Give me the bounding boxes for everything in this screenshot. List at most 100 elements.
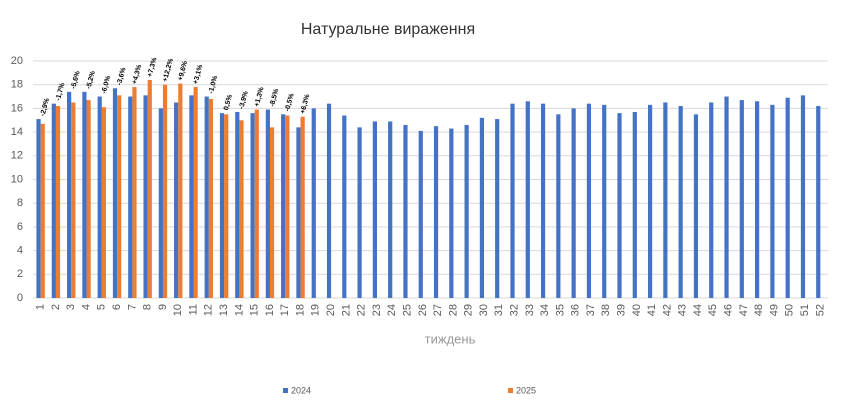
bar [208, 98, 214, 298]
x-tick-label: 51 [799, 304, 811, 316]
legend-label: 2024 [291, 385, 311, 395]
bar [101, 107, 106, 298]
y-tick-label: 2 [17, 268, 23, 280]
change-label: -3,9% [238, 90, 250, 110]
x-tick-label: 8 [142, 304, 154, 310]
x-tick-label: 6 [111, 304, 123, 310]
bar [403, 124, 408, 299]
bar [678, 106, 683, 298]
x-tick-label: 35 [554, 304, 566, 316]
bar [132, 87, 137, 298]
bar [117, 95, 122, 299]
x-tick-label: 25 [401, 304, 413, 316]
change-label: -5,6% [70, 70, 82, 90]
bar [254, 109, 259, 299]
bar [67, 91, 72, 298]
bar [495, 119, 500, 298]
bar [449, 128, 454, 298]
bar [571, 108, 576, 299]
bar [464, 124, 469, 299]
bar [540, 103, 546, 298]
bar [433, 126, 439, 298]
y-tick-label: 0 [17, 292, 23, 304]
bar [71, 102, 76, 298]
change-label: +9,6% [177, 60, 189, 82]
bar [40, 123, 45, 299]
x-tick-label: 11 [187, 304, 199, 315]
x-tick-label: 12 [203, 304, 215, 316]
x-axis-label: тиждень [425, 331, 476, 346]
bar [112, 88, 118, 298]
change-label: -1,7% [55, 81, 67, 101]
x-tick-label: 41 [646, 304, 658, 316]
x-tick-label: 31 [493, 304, 505, 316]
bar [189, 95, 194, 299]
change-label: +3,1% [192, 63, 204, 85]
change-label: -2,9% [40, 97, 52, 117]
x-tick-label: 19 [310, 304, 322, 316]
x-tick-label: 44 [692, 304, 704, 316]
change-label: +7,3% [147, 56, 159, 78]
x-tick-label: 3 [65, 304, 77, 310]
change-label: +4,3% [131, 63, 143, 85]
legend-swatch [283, 388, 288, 393]
bar [162, 84, 168, 298]
x-tick-label: 45 [707, 304, 719, 316]
bar [239, 120, 244, 298]
x-tick-label: 15 [249, 304, 261, 316]
x-tick-label: 39 [616, 304, 628, 316]
x-tick-label: 1 [35, 304, 47, 310]
bar [342, 115, 347, 298]
bar [285, 115, 290, 298]
change-label: -8,5% [269, 87, 281, 107]
y-tick-label: 16 [11, 102, 23, 114]
x-tick-label: 43 [677, 304, 689, 316]
y-tick-label: 12 [11, 150, 23, 162]
change-label: -3,6% [116, 66, 128, 86]
bar [178, 83, 183, 298]
bar [647, 104, 653, 298]
bar [388, 121, 393, 298]
bar [556, 114, 561, 298]
bar [250, 113, 255, 298]
bar [525, 101, 530, 298]
legend-swatch [508, 388, 513, 393]
bar [800, 95, 806, 299]
change-label: -0,5% [284, 92, 296, 112]
y-tick-label: 10 [11, 173, 23, 185]
y-tick-label: 20 [11, 55, 23, 67]
bar [300, 116, 305, 298]
bar [372, 121, 377, 298]
bar [632, 111, 637, 298]
x-tick-label: 42 [661, 304, 673, 316]
bar [219, 113, 225, 298]
y-tick-label: 18 [11, 79, 23, 91]
x-tick-label: 36 [570, 304, 582, 316]
x-tick-label: 22 [356, 304, 368, 316]
x-tick-label: 37 [585, 304, 597, 316]
x-tick-label: 40 [631, 304, 643, 316]
x-tick-label: 50 [784, 304, 796, 316]
x-tick-label: 48 [753, 304, 765, 316]
x-tick-label: 18 [294, 304, 306, 316]
bar [693, 114, 699, 298]
x-tick-label: 9 [157, 304, 169, 310]
x-tick-label: 27 [432, 304, 444, 316]
bar [724, 96, 729, 298]
bar [311, 108, 316, 299]
bar [128, 96, 133, 298]
bar [617, 113, 622, 298]
x-tick-label: 7 [126, 304, 138, 310]
bar [55, 106, 61, 298]
bar [174, 102, 179, 298]
bar [296, 127, 301, 298]
bar [193, 87, 198, 298]
x-tick-label: 29 [463, 304, 475, 316]
bar [709, 102, 714, 298]
y-tick-label: 4 [17, 245, 23, 257]
x-tick-label: 38 [600, 304, 612, 316]
y-tick-label: 8 [17, 197, 23, 209]
bar [755, 101, 760, 298]
bar [586, 103, 592, 298]
change-label: +1,3% [254, 86, 266, 108]
